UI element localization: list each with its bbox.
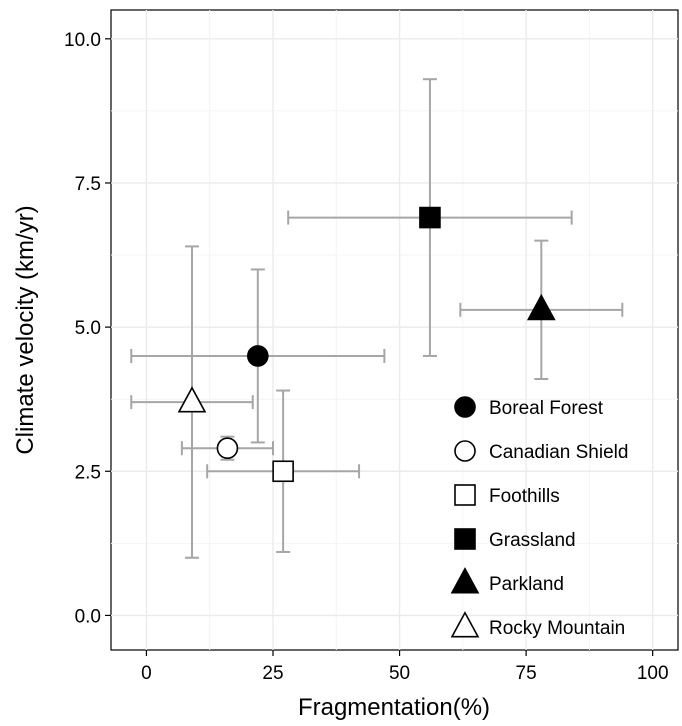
axes: 0 25 50 75 100 0.0 2.5 5.0 7.5 10.0 bbox=[64, 30, 669, 684]
legend-key bbox=[450, 611, 480, 638]
y-axis-title: Climate velocity (km/yr) bbox=[12, 205, 39, 454]
legend-label: Canadian Shield bbox=[489, 442, 628, 463]
x-tick-label: 25 bbox=[262, 663, 283, 684]
y-tick-label: 7.5 bbox=[75, 174, 101, 195]
data-point bbox=[177, 386, 207, 413]
legend: Boreal Forest Canadian Shield Foothills Gra… bbox=[450, 396, 628, 639]
data-point bbox=[216, 437, 239, 459]
x-tick-label: 0 bbox=[141, 663, 152, 684]
legend-key bbox=[450, 567, 480, 594]
legend-label: Parkland bbox=[489, 574, 564, 595]
legend-label: Foothills bbox=[489, 486, 560, 507]
legend-key bbox=[454, 528, 476, 550]
y-tick-label: 2.5 bbox=[75, 462, 101, 483]
data-points bbox=[177, 206, 556, 483]
x-tick-label: 75 bbox=[516, 663, 537, 684]
legend-key bbox=[454, 396, 476, 418]
plot-panel bbox=[110, 9, 679, 651]
legend-key bbox=[454, 440, 476, 462]
x-axis-title: Fragmentation(%) bbox=[298, 694, 490, 721]
x-tick-label: 50 bbox=[389, 663, 410, 684]
legend-label: Rocky Mountain bbox=[489, 618, 625, 639]
y-tick-label: 5.0 bbox=[75, 318, 101, 339]
x-tick-label: 100 bbox=[637, 663, 669, 684]
legend-label: Boreal Forest bbox=[489, 398, 604, 419]
data-point bbox=[272, 460, 294, 483]
y-tick-label: 10.0 bbox=[64, 30, 101, 51]
data-point bbox=[419, 206, 441, 229]
legend-key bbox=[454, 484, 476, 506]
data-point bbox=[526, 293, 556, 321]
grid bbox=[111, 10, 678, 650]
legend-label: Grassland bbox=[489, 530, 576, 551]
y-tick-label: 0.0 bbox=[75, 606, 101, 627]
data-point bbox=[247, 345, 269, 367]
